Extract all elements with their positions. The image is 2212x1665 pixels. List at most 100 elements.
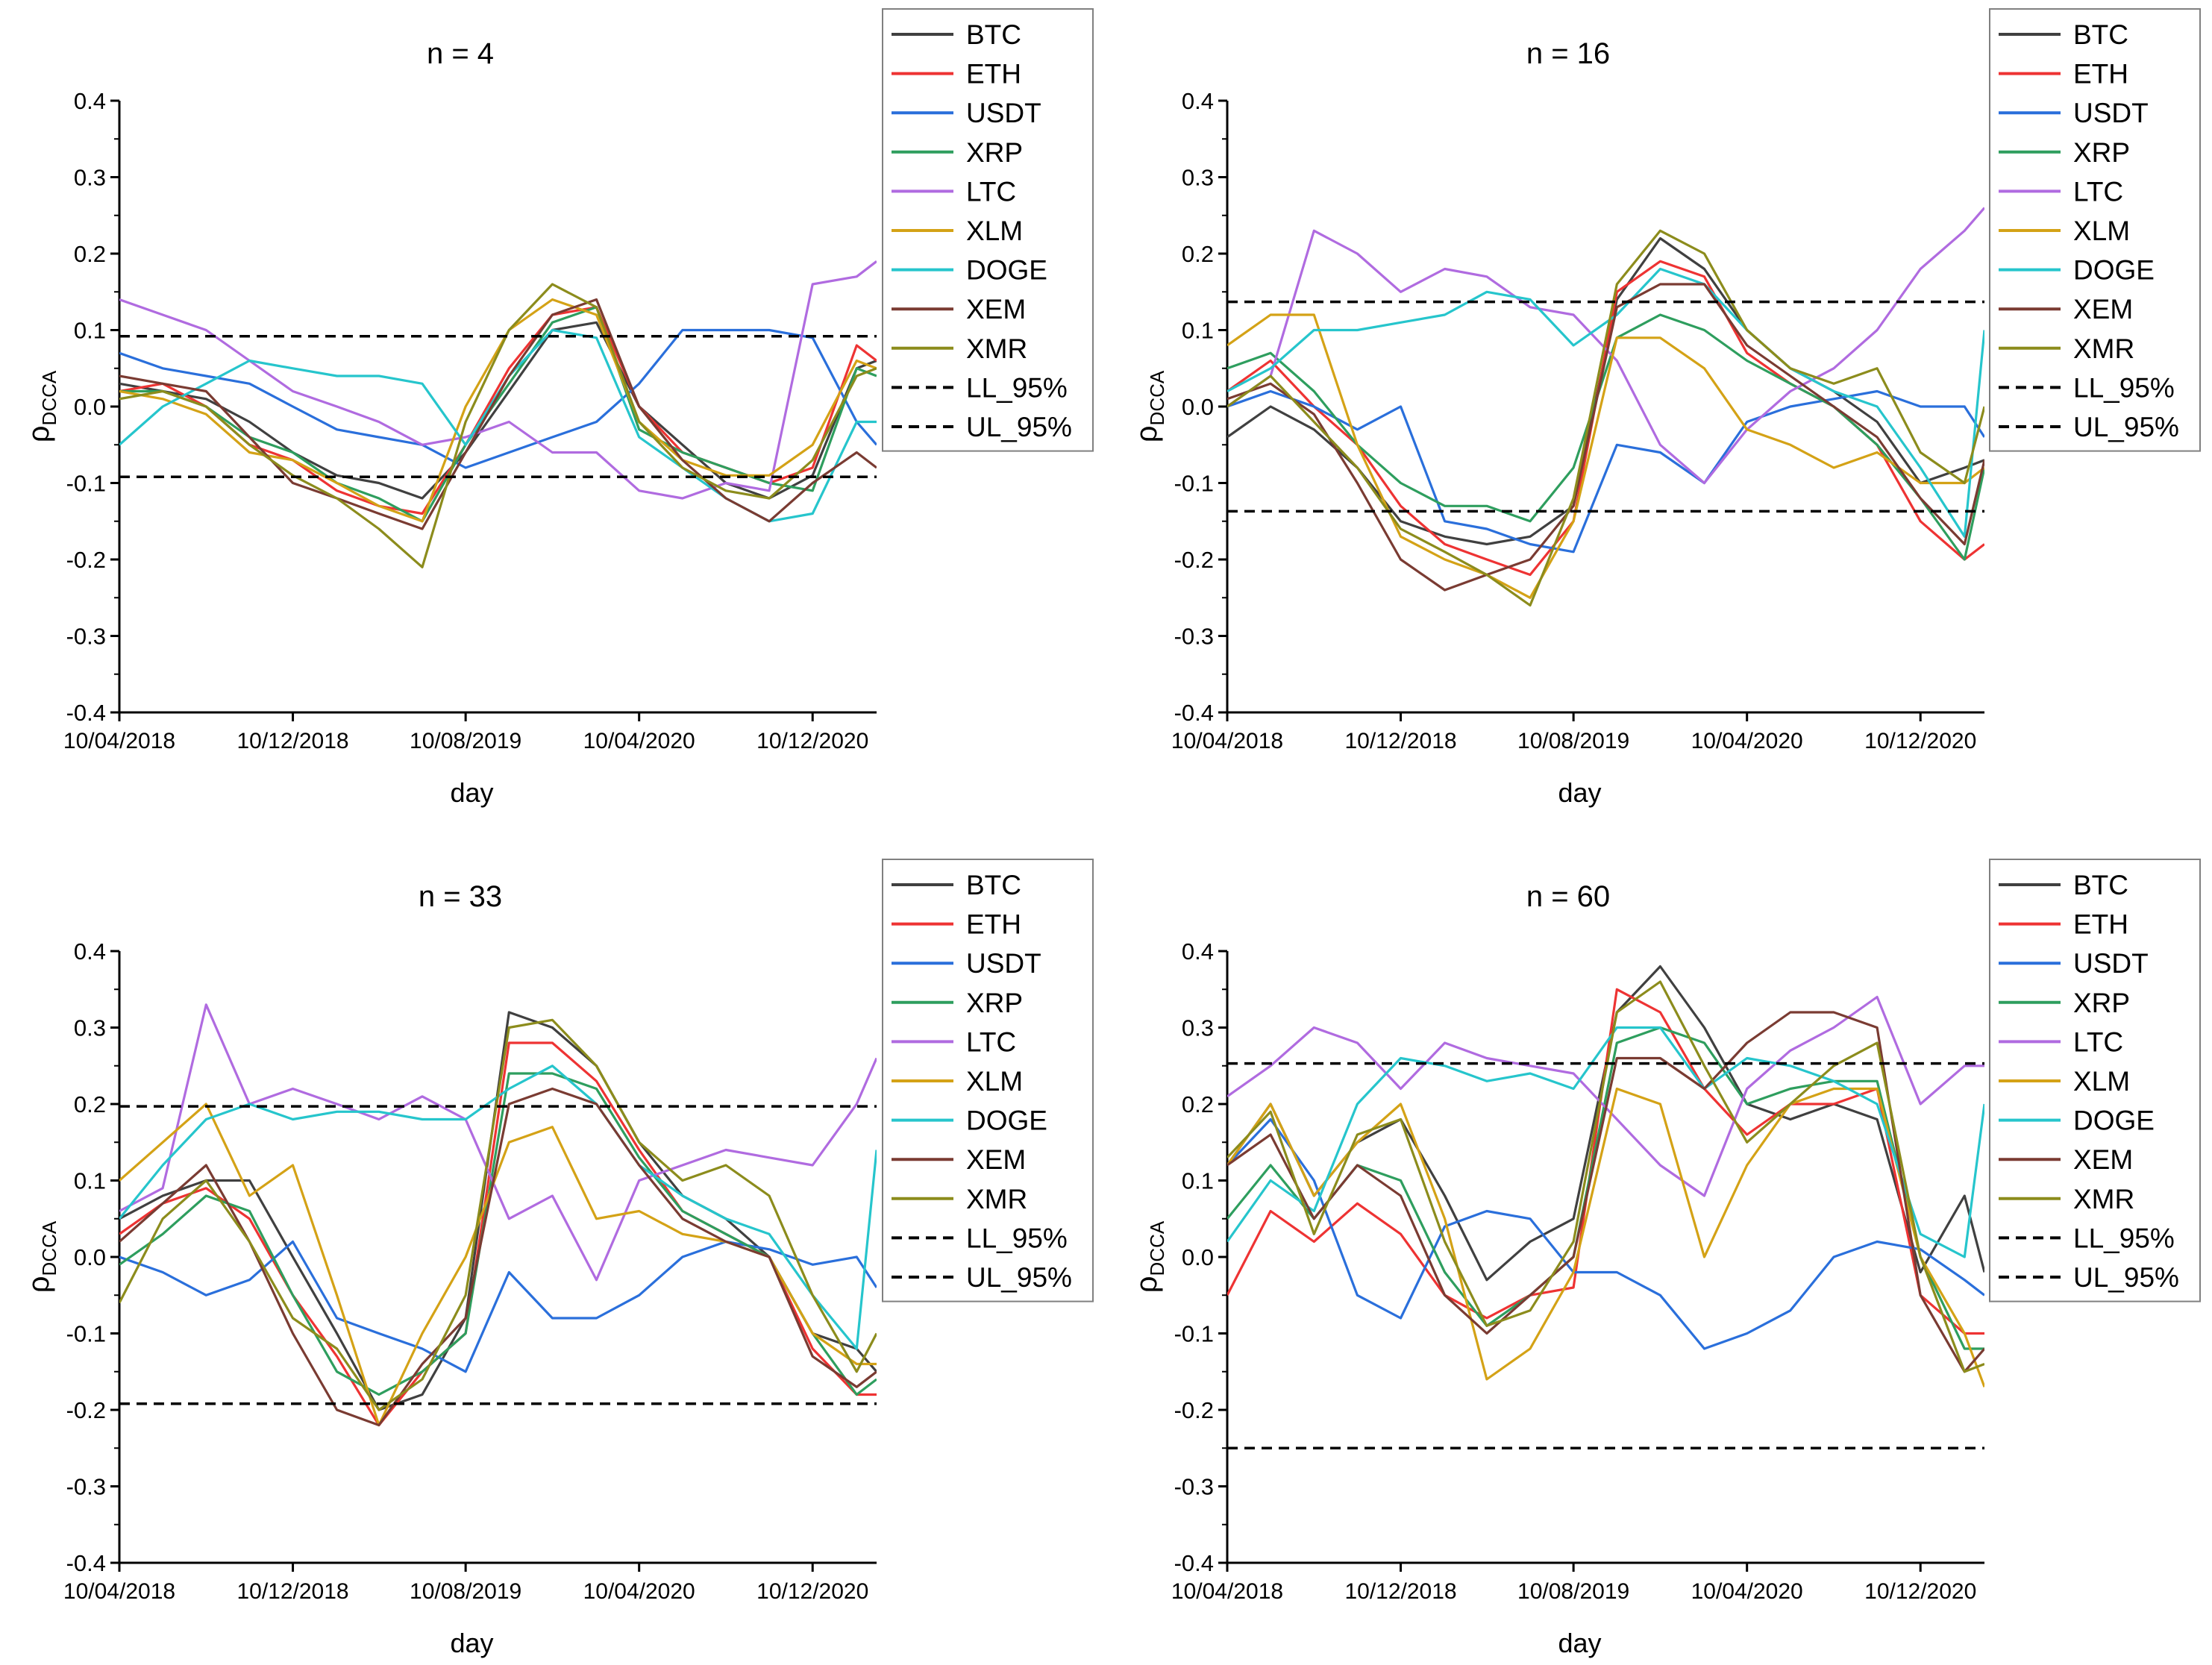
y-tick-label: 0.0 xyxy=(1182,1244,1214,1270)
legend-label: LTC xyxy=(2073,176,2123,207)
x-tick-label: 10/12/2018 xyxy=(1344,729,1456,753)
y-tick-label: -0.1 xyxy=(66,471,106,497)
legend-label: XEM xyxy=(2073,1144,2133,1175)
legend-label: LL_95% xyxy=(966,372,1068,403)
chart-panel-3: n = 33 0.4 0.3 0.2 0.1 0.0 -0.1 -0.2 -0.3 -0.4 10/… xyxy=(22,859,1094,1658)
legend-box xyxy=(1989,859,2201,1302)
y-tick-label: -0.2 xyxy=(66,1397,106,1423)
legend-label: UL_95% xyxy=(966,1262,1072,1293)
legend-label: LTC xyxy=(2073,1026,2123,1057)
legend-label: ETH xyxy=(2073,59,2128,90)
y-tick-label: 0.0 xyxy=(74,394,106,420)
legend-label: UL_95% xyxy=(966,412,1072,442)
x-tick-label: 10/12/2020 xyxy=(756,1579,868,1604)
legend: BTC ETH USDT XRP LTC XLM DOGE XEM XMR LL_95% UL_95… xyxy=(882,859,1094,1302)
legend-label: USDT xyxy=(2073,98,2149,128)
series-line-xmr xyxy=(1227,229,1984,607)
legend-label: DOGE xyxy=(966,1106,1047,1136)
y-axis-label: ρDCCA xyxy=(22,1220,60,1293)
y-axis-label: ρDCCA xyxy=(1130,370,1168,442)
chart-panel-2: n = 16 0.4 0.3 0.2 0.1 0.0 -0.1 -0.2 -0.3 -0.4 10/… xyxy=(1130,8,2201,808)
x-axis-label: day xyxy=(1558,777,1601,808)
x-tick-label: 10/08/2019 xyxy=(410,1579,521,1604)
x-axis-label: day xyxy=(450,1628,493,1658)
x-tick-label: 10/12/2020 xyxy=(1864,1579,1976,1604)
legend-label: ETH xyxy=(966,59,1021,90)
x-tick-label: 10/12/2018 xyxy=(1344,1579,1456,1604)
legend-label: BTC xyxy=(2073,19,2128,50)
series-line-btc xyxy=(1227,965,1984,1282)
series-line-eth xyxy=(119,306,877,515)
series-line-xem xyxy=(119,298,877,530)
legend-label: LL_95% xyxy=(2073,1223,2175,1253)
y-tick-label: 0.3 xyxy=(1182,1015,1214,1041)
legend-label: LTC xyxy=(966,1026,1016,1057)
legend-label: XRP xyxy=(966,988,1023,1018)
legend-label: XLM xyxy=(966,216,1023,246)
y-tick-label: 0.4 xyxy=(1182,938,1214,965)
series-group xyxy=(119,260,877,568)
x-tick-label: 10/04/2020 xyxy=(1691,729,1803,753)
series-line-xlm xyxy=(1227,313,1984,599)
y-axis-label: ρDCCA xyxy=(1130,1220,1168,1293)
legend-label: ETH xyxy=(2073,909,2128,940)
legend-label: XRP xyxy=(2073,137,2130,168)
x-tick-label: 10/08/2019 xyxy=(410,729,521,753)
x-tick-label: 10/04/2020 xyxy=(583,1579,695,1604)
legend-label: BTC xyxy=(966,870,1021,900)
legend-label: XMR xyxy=(966,1184,1027,1214)
legend-label: XEM xyxy=(2073,294,2133,324)
x-tick-label: 10/08/2019 xyxy=(1517,729,1629,753)
series-group xyxy=(1227,207,1984,607)
x-axis-label: day xyxy=(1558,1628,1601,1658)
x-tick-label: 10/12/2018 xyxy=(236,1579,348,1604)
legend-label: LTC xyxy=(966,176,1016,207)
y-tick-label: -0.4 xyxy=(66,1550,106,1576)
legend-label: USDT xyxy=(966,98,1041,128)
legend-label: XRP xyxy=(966,137,1023,168)
x-axis-label: day xyxy=(450,777,493,808)
series-line-xmr xyxy=(119,1018,877,1411)
y-tick-label: 0.3 xyxy=(74,165,106,191)
series-line-doge xyxy=(1227,1026,1984,1258)
legend-label: UL_95% xyxy=(2073,1262,2179,1293)
series-group xyxy=(119,1003,877,1427)
y-tick-label: -0.3 xyxy=(1174,624,1214,650)
x-tick-label: 10/04/2018 xyxy=(1171,1579,1283,1604)
series-group xyxy=(1227,965,1984,1449)
y-tick-label: 0.3 xyxy=(1182,165,1214,191)
legend-label: BTC xyxy=(2073,870,2128,900)
x-tick-label: 10/04/2020 xyxy=(583,729,695,753)
legend-label: LL_95% xyxy=(2073,372,2175,403)
series-line-usdt xyxy=(119,1240,877,1373)
series-line-xlm xyxy=(119,298,877,523)
y-tick-label: 0.4 xyxy=(74,938,106,965)
series-line-xmr xyxy=(119,283,877,568)
legend-label: USDT xyxy=(966,948,1041,979)
y-tick-label: 0.0 xyxy=(1182,394,1214,420)
chart-title: n = 16 xyxy=(1526,37,1610,70)
legend-label: LL_95% xyxy=(966,1223,1068,1253)
series-line-usdt xyxy=(1227,1117,1984,1350)
legend-label: BTC xyxy=(966,19,1021,50)
y-tick-label: 0.2 xyxy=(1182,1091,1214,1117)
legend-label: UL_95% xyxy=(2073,412,2179,442)
series-line-ltc xyxy=(1227,995,1984,1197)
legend-label: DOGE xyxy=(2073,255,2155,286)
legend-label: XLM xyxy=(2073,1066,2130,1097)
y-tick-label: -0.2 xyxy=(66,547,106,573)
legend-label: XEM xyxy=(966,1144,1026,1175)
legend: BTC ETH USDT XRP LTC XLM DOGE XEM XMR LL_95% UL_95… xyxy=(1989,859,2201,1302)
legend-label: ETH xyxy=(966,909,1021,940)
legend-label: XLM xyxy=(2073,216,2130,246)
y-tick-label: 0.4 xyxy=(74,88,106,114)
y-axis-label: ρDCCA xyxy=(22,370,60,442)
y-tick-label: -0.1 xyxy=(1174,471,1214,497)
legend-label: XMR xyxy=(966,333,1027,364)
y-tick-label: 0.2 xyxy=(74,241,106,267)
legend-label: DOGE xyxy=(2073,1106,2155,1136)
y-tick-label: 0.1 xyxy=(1182,318,1214,344)
y-tick-label: 0.1 xyxy=(74,318,106,344)
y-tick-label: -0.4 xyxy=(1174,1550,1214,1576)
series-line-xmr xyxy=(1227,980,1984,1373)
